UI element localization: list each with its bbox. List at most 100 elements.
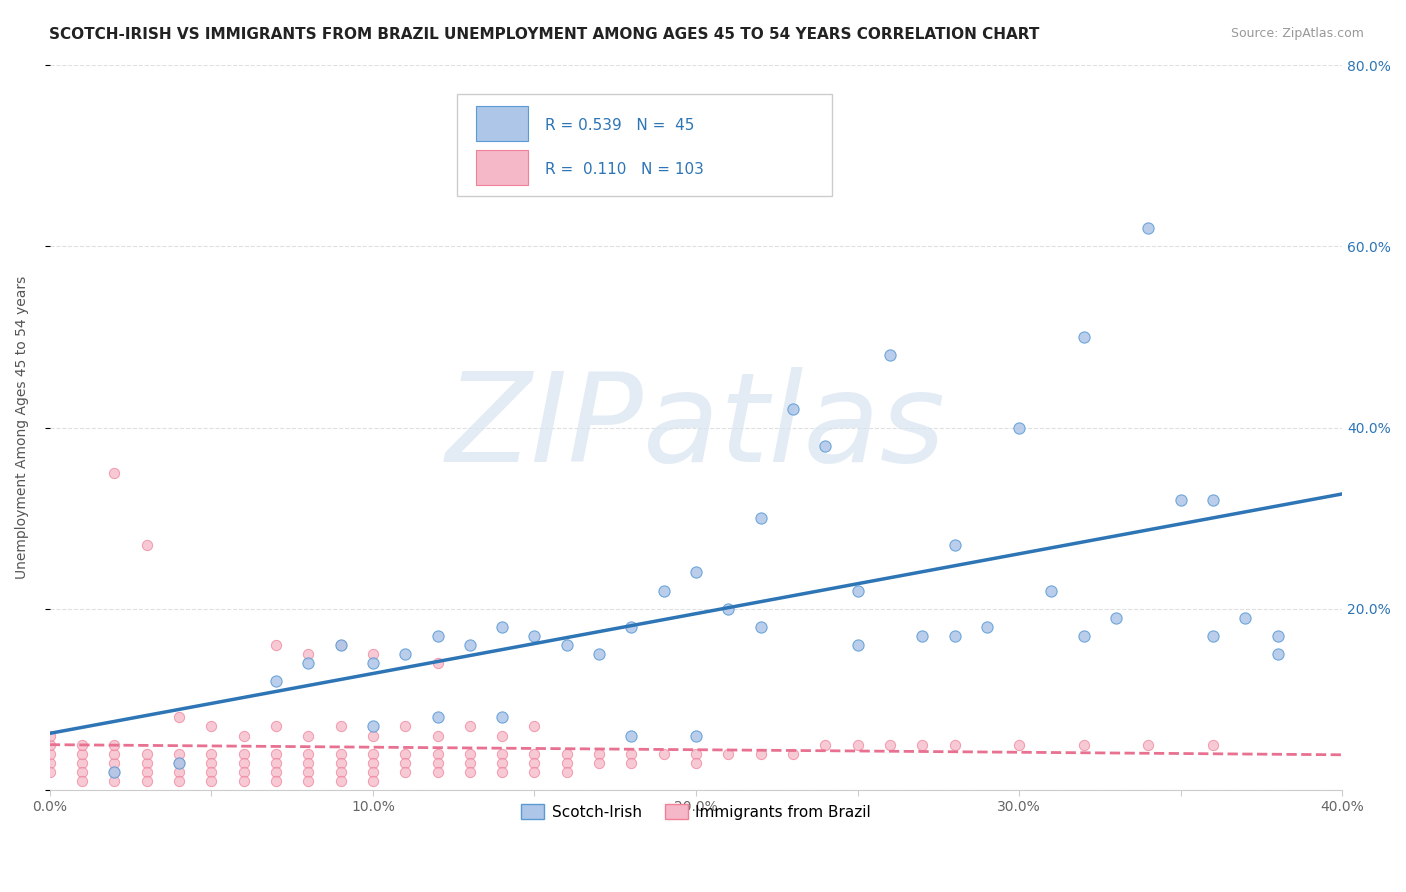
Point [685, 747, 707, 761]
Point [329, 756, 352, 770]
Point [329, 638, 352, 652]
Point [749, 747, 772, 761]
FancyBboxPatch shape [477, 106, 529, 141]
Point [70, 764, 93, 779]
Point [297, 773, 319, 788]
Point [361, 764, 384, 779]
Point [749, 511, 772, 525]
Point [232, 764, 254, 779]
Point [458, 638, 481, 652]
Point [911, 738, 934, 752]
Point [167, 773, 190, 788]
Point [329, 719, 352, 733]
Point [38, 756, 60, 770]
Point [361, 747, 384, 761]
Text: Source: ZipAtlas.com: Source: ZipAtlas.com [1230, 27, 1364, 40]
Point [264, 773, 287, 788]
Point [555, 764, 578, 779]
Point [1073, 629, 1095, 643]
Point [879, 738, 901, 752]
Legend: Scotch-Irish, Immigrants from Brazil: Scotch-Irish, Immigrants from Brazil [515, 797, 877, 826]
Point [846, 738, 869, 752]
Point [458, 764, 481, 779]
Point [103, 756, 125, 770]
Point [200, 747, 222, 761]
Point [1170, 493, 1192, 508]
Point [167, 710, 190, 724]
Y-axis label: Unemployment Among Ages 45 to 54 years: Unemployment Among Ages 45 to 54 years [15, 276, 30, 579]
Point [523, 629, 546, 643]
Point [70, 747, 93, 761]
Point [232, 773, 254, 788]
Point [297, 756, 319, 770]
Point [38, 764, 60, 779]
Point [70, 756, 93, 770]
Point [70, 738, 93, 752]
Point [814, 738, 837, 752]
Point [846, 583, 869, 598]
Point [426, 629, 449, 643]
Point [103, 764, 125, 779]
Point [103, 466, 125, 480]
Point [329, 638, 352, 652]
Point [1202, 629, 1225, 643]
Point [555, 756, 578, 770]
Point [167, 756, 190, 770]
Point [491, 620, 513, 634]
Point [426, 747, 449, 761]
Point [620, 729, 643, 743]
Point [1137, 221, 1160, 235]
Point [685, 566, 707, 580]
Point [329, 747, 352, 761]
Point [458, 756, 481, 770]
Text: R =  0.110   N = 103: R = 0.110 N = 103 [546, 162, 704, 177]
Point [1267, 647, 1289, 661]
Point [782, 747, 804, 761]
Point [264, 747, 287, 761]
Point [588, 747, 610, 761]
Point [70, 773, 93, 788]
FancyBboxPatch shape [457, 94, 832, 195]
Point [361, 773, 384, 788]
Point [200, 773, 222, 788]
Point [135, 747, 157, 761]
Point [523, 719, 546, 733]
Point [297, 764, 319, 779]
Point [879, 348, 901, 362]
Point [1073, 330, 1095, 344]
Point [232, 756, 254, 770]
Point [38, 729, 60, 743]
Point [523, 747, 546, 761]
Point [167, 756, 190, 770]
Point [297, 647, 319, 661]
Point [329, 764, 352, 779]
Point [297, 729, 319, 743]
Point [394, 747, 416, 761]
Point [394, 764, 416, 779]
Point [297, 747, 319, 761]
Point [523, 756, 546, 770]
Point [1008, 738, 1031, 752]
Point [264, 719, 287, 733]
Text: ZIPatlas: ZIPatlas [446, 367, 946, 488]
Point [232, 747, 254, 761]
Point [264, 638, 287, 652]
Point [523, 764, 546, 779]
Point [1008, 420, 1031, 434]
Point [361, 756, 384, 770]
Point [394, 756, 416, 770]
Point [426, 729, 449, 743]
Point [167, 764, 190, 779]
Point [200, 756, 222, 770]
Point [652, 747, 675, 761]
Point [103, 747, 125, 761]
Point [1105, 611, 1128, 625]
Point [200, 764, 222, 779]
Point [943, 629, 966, 643]
Point [264, 756, 287, 770]
Point [685, 729, 707, 743]
Point [232, 729, 254, 743]
Point [1137, 738, 1160, 752]
Point [103, 773, 125, 788]
Point [943, 738, 966, 752]
